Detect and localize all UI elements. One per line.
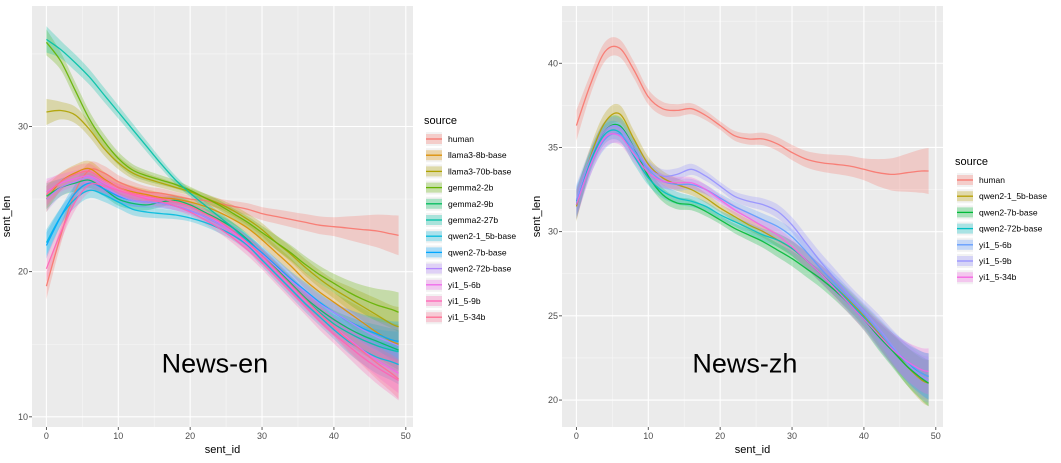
legend-item: human (426, 132, 474, 146)
lines (45, 38, 400, 382)
legend-label: human (979, 175, 1005, 185)
legend-item: yi1_5-34b (426, 310, 486, 325)
series-line-gemma2-2b (45, 41, 399, 313)
x-tick-label: 20 (715, 431, 725, 441)
x-tick-label: 0 (44, 431, 49, 441)
x-tick-label: 30 (787, 431, 797, 441)
legend-item: yi1_5-9b (957, 254, 1012, 268)
legend-item: qwen2-1_5b-base (426, 229, 516, 244)
x-tick-label: 40 (859, 431, 869, 441)
y-axis-title: sent_len (531, 196, 543, 238)
legend-label: qwen2-72b-base (448, 264, 512, 274)
legend-label: gemma2-9b (448, 199, 494, 209)
ribbon-qwen2-72b-base (576, 120, 929, 400)
panel-news-en: 0 10 20 30 40 50 10 20 30 sent_id sent_len News-en s… (1, 6, 516, 456)
legend: source human llama3-8b-base llama3-70b-base… (424, 115, 516, 325)
legend-item: gemma2-9b (426, 196, 494, 211)
y-tick-label: 40 (548, 58, 558, 68)
legend: source human qwen2-1_5b-base qwen2-7b-base q… (955, 156, 1047, 285)
panel-news-zh: 0 10 20 30 40 50 20 25 30 35 40 sent_id sent_len News… (531, 6, 1047, 456)
series-line-yi1_5-6b (46, 175, 399, 374)
legend-title: source (955, 156, 988, 168)
series-line-yi1_5-34b (45, 170, 400, 380)
legend-label: yi1_5-6b (448, 280, 481, 290)
legend-label: human (448, 134, 474, 144)
y-tick-label: 30 (18, 121, 28, 131)
legend-title: source (424, 115, 457, 127)
ribbon-human (576, 37, 929, 195)
x-tick-label: 40 (329, 431, 339, 441)
legend-label: qwen2-72b-base (979, 224, 1043, 234)
legend-label: qwen2-7b-base (979, 207, 1038, 217)
series-line-gemma2-27b (46, 38, 399, 353)
y-tick-label: 20 (18, 267, 28, 277)
series-line-human (575, 45, 929, 176)
series-line-qwen2-1_5b-base (575, 112, 929, 384)
x-tick-label: 30 (257, 431, 267, 441)
legend-label: qwen2-1_5b-base (979, 191, 1047, 201)
series-line-llama3-8b-base (45, 167, 399, 345)
y-tick-label: 10 (18, 412, 28, 422)
legend-item: human (957, 173, 1005, 187)
x-tick-label: 10 (113, 431, 123, 441)
lines (575, 45, 929, 384)
ribbon-qwen2-1_5b-base (46, 182, 399, 385)
legend-item: yi1_5-9b (426, 294, 481, 308)
legend-item: llama3-70b-base (426, 164, 512, 179)
plot-background (32, 6, 413, 427)
ribbon-gemma2-27b (46, 26, 399, 372)
x-tick-label: 20 (185, 431, 195, 441)
legend-label: gemma2-2b (448, 183, 494, 193)
legend-label: qwen2-7b-base (448, 247, 507, 257)
legend-item: gemma2-27b (426, 213, 498, 227)
x-tick-label: 0 (574, 431, 579, 441)
legend-item: qwen2-72b-base (957, 221, 1043, 236)
series-line-yi1_5-9b (575, 125, 929, 381)
x-tick-label: 50 (931, 431, 941, 441)
ribbon-yi1_5-9b (46, 175, 399, 401)
legend-label: yi1_5-6b (979, 240, 1012, 250)
legend-item: qwen2-1_5b-base (957, 189, 1047, 204)
legend-label: yi1_5-34b (979, 272, 1017, 282)
legend-item: qwen2-72b-base (426, 261, 512, 276)
y-tick-label: 35 (548, 142, 558, 152)
x-tick-label: 10 (643, 431, 653, 441)
ribbon-human (46, 161, 399, 300)
legend-item: yi1_5-6b (957, 237, 1012, 252)
legend-label: llama3-8b-base (448, 150, 507, 160)
series-line-yi1_5-34b (575, 133, 929, 373)
y-tick-label: 20 (548, 395, 558, 405)
legend-label: yi1_5-34b (448, 312, 486, 322)
legend-label: yi1_5-9b (448, 296, 481, 306)
series-line-llama3-70b-base (46, 109, 399, 328)
legend-item: yi1_5-6b (426, 277, 481, 292)
legend-item: yi1_5-34b (957, 270, 1017, 285)
legend-label: gemma2-27b (448, 215, 498, 225)
legend-item: qwen2-7b-base (957, 205, 1038, 220)
y-tick-label: 25 (548, 311, 558, 321)
legend-label: llama3-70b-base (448, 166, 512, 176)
y-tick-label: 30 (548, 227, 558, 237)
legend-item: qwen2-7b-base (426, 245, 507, 260)
panel-annotation: News-en (162, 348, 269, 378)
series-line-yi1_5-6b (575, 132, 929, 378)
legend-label: yi1_5-9b (979, 256, 1012, 266)
legend-label: qwen2-1_5b-base (448, 231, 516, 241)
x-tick-label: 50 (401, 431, 411, 441)
y-axis-title: sent_len (1, 196, 13, 238)
x-axis-title: sent_id (205, 444, 240, 456)
series-line-human (45, 168, 399, 287)
ribbon-gemma2-2b (46, 29, 399, 333)
legend-item: llama3-8b-base (426, 148, 507, 163)
panel-annotation: News-zh (692, 348, 797, 378)
plot-background (562, 6, 943, 427)
x-axis-title: sent_id (735, 444, 770, 456)
legend-item: gemma2-2b (426, 180, 494, 195)
series-line-yi1_5-9b (45, 182, 399, 382)
ribbon-llama3-70b-base (46, 98, 399, 347)
series-line-qwen2-1_5b-base (45, 189, 399, 366)
